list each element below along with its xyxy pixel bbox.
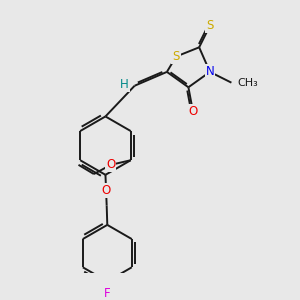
Text: F: F [104,287,111,300]
Text: S: S [172,50,180,63]
Text: N: N [206,65,214,78]
Text: O: O [101,184,111,197]
Text: CH₃: CH₃ [237,78,258,88]
Text: O: O [106,158,116,171]
Text: O: O [188,105,198,118]
Text: S: S [206,19,214,32]
Text: H: H [120,78,129,91]
